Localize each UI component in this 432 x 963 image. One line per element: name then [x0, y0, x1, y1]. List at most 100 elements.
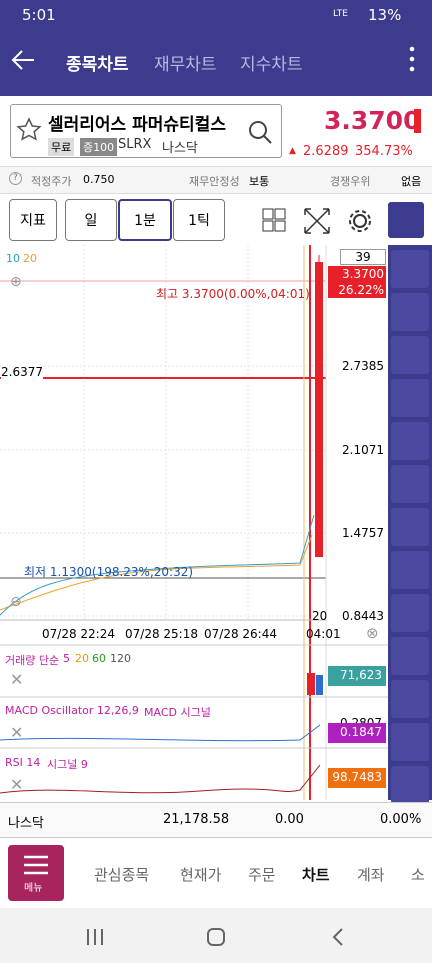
tool[interactable]	[391, 336, 429, 374]
change-pct: 354.73%	[355, 144, 413, 159]
price-axis-label: 2.1071	[342, 443, 384, 457]
chart-area	[0, 245, 388, 800]
tool[interactable]	[391, 594, 429, 632]
x-label: 07/28 25:18	[125, 627, 198, 641]
tool[interactable]	[391, 508, 429, 546]
tool[interactable]	[391, 379, 429, 417]
period-button[interactable]: 1분	[118, 199, 172, 241]
ma-label: 20	[23, 252, 37, 265]
price-axis-label: 0.8443	[342, 609, 384, 623]
info-row	[0, 166, 432, 194]
tool[interactable]	[391, 766, 429, 804]
x-extra: 20	[312, 609, 328, 623]
menu-icon	[24, 855, 48, 875]
tab[interactable]: 지수차트	[240, 55, 303, 75]
rsi-title: RSI 14	[5, 756, 41, 769]
tab[interactable]: 종목차트	[66, 55, 129, 75]
badge: 증100	[80, 138, 118, 156]
low-label: 최저 1.1300(198.23%,20:32)	[24, 565, 194, 579]
volume-value: 71,623	[328, 666, 386, 686]
market: 나스닥	[162, 141, 198, 156]
price-axis-label: 2.7385	[342, 359, 384, 373]
ma-label: 10	[6, 252, 20, 265]
close-panel[interactable]: ✕	[10, 723, 24, 742]
tool[interactable]	[391, 551, 429, 589]
rsi-signal: 시그널 9	[47, 758, 88, 771]
status-time: 5:01	[22, 6, 56, 24]
close-button[interactable]: ⊗	[366, 624, 379, 642]
period-button[interactable]: 1틱	[173, 199, 225, 241]
price-axis-label: 3.3700	[342, 267, 384, 281]
volume-period: 60	[92, 652, 106, 665]
chart-tools[interactable]	[262, 208, 382, 234]
tool[interactable]	[391, 680, 429, 718]
tool[interactable]	[391, 293, 429, 331]
volume-title: 거래량 단순	[5, 654, 60, 667]
crosshair-price: 2.6377	[1, 365, 43, 379]
more-menu[interactable]	[406, 44, 418, 74]
volume-period: 5	[63, 652, 70, 665]
info-value: 0.750	[83, 173, 115, 186]
x-label: 07/28 22:24	[42, 627, 115, 641]
up-arrow: ▲	[289, 146, 296, 156]
system-buttons[interactable]	[80, 925, 360, 949]
high-label: 최고 3.3700(0.00%,04:01)	[156, 287, 310, 301]
x-label: 07/28 26:44	[204, 627, 277, 641]
info-value: 없음	[401, 175, 422, 188]
tool[interactable]	[391, 422, 429, 460]
tool[interactable]	[391, 465, 429, 503]
info-label: 적정주가	[31, 175, 72, 188]
nav-tab[interactable]: 차트	[302, 866, 330, 884]
zoom-out[interactable]: ⊖	[10, 594, 22, 610]
price-bar	[414, 109, 421, 133]
status-network: LTE	[333, 9, 348, 19]
info-label: 재무안정성	[189, 175, 240, 188]
index-value: 21,178.58	[163, 812, 230, 827]
tool[interactable]	[391, 637, 429, 675]
nav-tab[interactable]: 관심종목	[94, 866, 150, 884]
nav-tab[interactable]: 현재가	[180, 866, 222, 884]
favorite-star[interactable]	[16, 117, 42, 143]
volume-period: 120	[110, 652, 131, 665]
nav-tab[interactable]: 계좌	[357, 866, 385, 884]
tool[interactable]	[391, 723, 429, 761]
tab[interactable]: 재무차트	[154, 55, 217, 75]
tools-button[interactable]	[388, 202, 424, 238]
index-name: 나스닥	[8, 816, 44, 831]
back-button[interactable]	[8, 46, 40, 74]
system-nav	[0, 908, 432, 963]
close-panel[interactable]: ✕	[10, 775, 24, 794]
index-change-pct: 0.00%	[380, 812, 422, 827]
macd-value: 0.1847	[328, 723, 386, 743]
price-tag	[328, 266, 386, 298]
rsi-value: 98.7483	[328, 768, 386, 788]
macd-title: MACD Oscillator 12,26,9	[5, 704, 139, 717]
nav-tab[interactable]: 소	[411, 866, 425, 884]
count-box: 39	[340, 249, 386, 265]
price-axis-label: 1.4757	[342, 526, 384, 540]
info-value: 보통	[249, 175, 270, 188]
status-battery: 13%	[368, 6, 402, 24]
search-icon[interactable]	[246, 118, 274, 146]
macd-signal: MACD 시그널	[144, 706, 211, 719]
period-button[interactable]: 일	[65, 199, 117, 241]
info-label: 경쟁우위	[330, 175, 371, 188]
menu-label: 메뉴	[24, 883, 43, 894]
stock-name: 셀러리어스 파머슈티컬스	[48, 115, 226, 135]
zoom-in[interactable]: ⊕	[10, 274, 22, 290]
close-panel[interactable]: ✕	[10, 670, 24, 689]
x-label: 04:01	[306, 627, 341, 641]
ticker: SLRX	[118, 137, 152, 152]
app-header	[0, 0, 432, 96]
badge: 무료	[48, 138, 75, 156]
stock-search-box[interactable]	[10, 104, 282, 158]
tool[interactable]	[391, 250, 429, 288]
help-icon[interactable]: ?	[9, 172, 22, 185]
price-axis-label: 26.22%	[338, 283, 384, 297]
nav-tab[interactable]: 주문	[248, 866, 276, 884]
volume-period: 20	[75, 652, 89, 665]
indicator-button[interactable]: 지표	[9, 199, 57, 241]
index-change: 0.00	[275, 812, 304, 827]
index-row	[0, 802, 432, 838]
